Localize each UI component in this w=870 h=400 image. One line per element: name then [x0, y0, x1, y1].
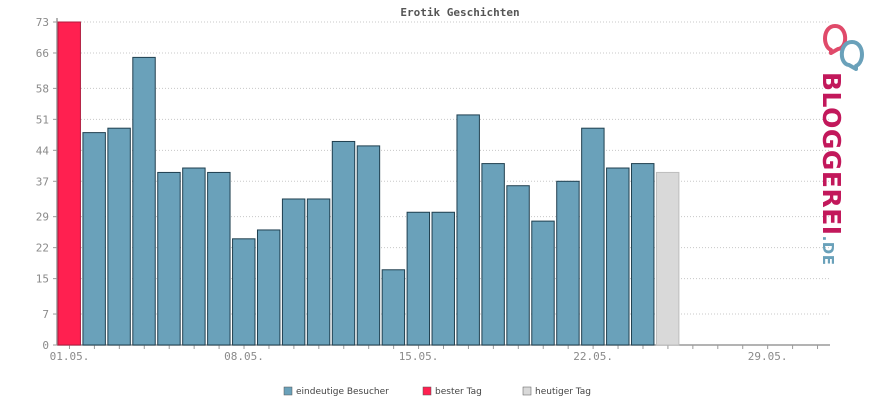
bar-visitors — [107, 127, 131, 346]
legend-item-visitors: eindeutige Besucher — [283, 386, 389, 397]
bar-visitors — [207, 171, 231, 346]
bars — [57, 21, 680, 346]
bloggerei-logo: BLOGGEREI.DE — [817, 24, 864, 266]
bar-visitors — [381, 269, 406, 346]
x-tick-label: 01.05. — [50, 350, 90, 363]
bar-visitors — [531, 220, 555, 346]
logo-text: BLOGGEREI.DE — [817, 72, 846, 266]
legend-item-best-day: bester Tag — [422, 386, 482, 397]
y-tick-label: 73 — [36, 16, 49, 29]
legend-label-best-day: bester Tag — [435, 387, 482, 397]
bar-visitors — [132, 56, 156, 346]
legend-swatch-today — [522, 386, 532, 396]
bar-visitors — [82, 132, 106, 346]
legend-swatch-best-day — [422, 386, 432, 396]
y-tick-label: 15 — [36, 273, 49, 286]
bar-visitors — [556, 180, 580, 346]
y-tick-label: 44 — [36, 144, 50, 157]
y-tick-label: 22 — [36, 242, 49, 255]
bar-visitors — [506, 185, 530, 346]
legend: eindeutige Besucher bester Tag heutiger … — [283, 386, 591, 397]
y-tick-label: 0 — [42, 339, 49, 352]
legend-label-visitors: eindeutige Besucher — [296, 387, 389, 397]
bar-visitors — [256, 229, 281, 346]
x-tick-label: 22.05. — [573, 350, 613, 363]
bar-visitors — [431, 211, 455, 346]
x-tick-label: 29.05. — [748, 350, 788, 363]
bar-visitors — [232, 238, 256, 346]
logo-icon — [823, 24, 864, 71]
bar-visitors — [182, 167, 206, 346]
y-tick-label: 7 — [42, 308, 49, 321]
bar-visitors — [331, 140, 356, 346]
y-tick-label: 29 — [36, 211, 49, 224]
bar-visitors — [157, 171, 181, 346]
y-tick-label: 66 — [36, 47, 49, 60]
bar-visitors — [481, 163, 505, 346]
legend-swatch-visitors — [283, 386, 293, 396]
x-tick-label: 15.05. — [399, 350, 439, 363]
bar-visitors — [606, 167, 630, 346]
bar-today — [655, 171, 680, 346]
bar-visitors — [456, 114, 480, 346]
bar-best-day — [57, 21, 81, 346]
bar-visitors — [356, 145, 381, 346]
bar-visitors — [306, 198, 331, 346]
y-tick-label: 37 — [36, 175, 49, 188]
legend-item-today: heutiger Tag — [522, 386, 591, 397]
logo-text-main: BLOGGEREI — [817, 72, 846, 236]
y-tick-labels: 0 7 15 22 29 37 44 51 58 66 73 — [36, 16, 50, 352]
x-tick-labels: 01.05. 08.05. 15.05. 22.05. 29.05. — [50, 350, 788, 363]
logo-text-suffix: .DE — [819, 236, 837, 266]
y-tick-label: 51 — [36, 113, 49, 126]
chart-title: Erotik Geschichten — [400, 6, 519, 19]
bar-visitors — [406, 211, 431, 346]
bar-visitors — [581, 127, 605, 346]
bar-visitors — [281, 198, 306, 346]
bar-visitors — [631, 163, 655, 346]
x-tick-label: 08.05. — [224, 350, 264, 363]
y-tick-label: 58 — [36, 82, 49, 95]
legend-label-today: heutiger Tag — [535, 387, 591, 397]
